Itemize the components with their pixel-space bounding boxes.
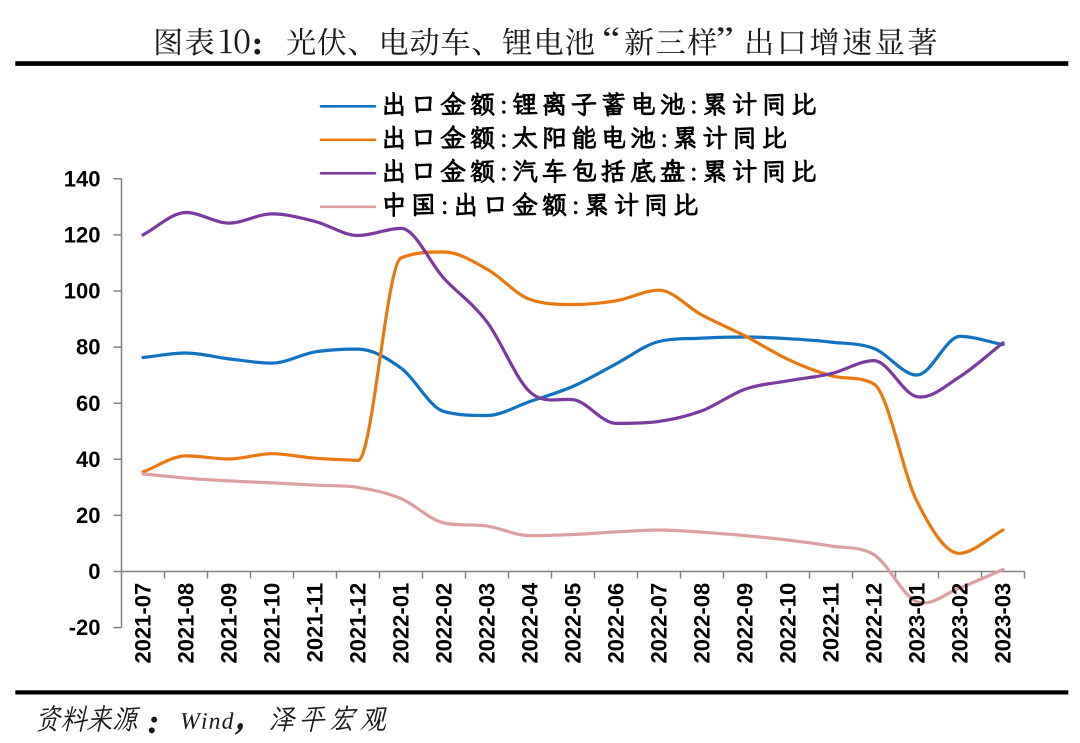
svg-text:2023-01: 2023-01 — [904, 583, 929, 664]
svg-text:2022-06: 2022-06 — [603, 583, 628, 664]
svg-text:2021-11: 2021-11 — [302, 583, 327, 663]
svg-text:2021-09: 2021-09 — [216, 583, 241, 664]
svg-text:2022-02: 2022-02 — [431, 583, 456, 664]
svg-text:2022-11: 2022-11 — [818, 583, 843, 663]
svg-text:2021-10: 2021-10 — [259, 583, 284, 664]
svg-text:2022-12: 2022-12 — [861, 583, 886, 664]
svg-text:2022-07: 2022-07 — [646, 583, 671, 664]
svg-text:2022-09: 2022-09 — [732, 583, 757, 664]
svg-text:100: 100 — [64, 279, 101, 304]
svg-text:0: 0 — [88, 559, 100, 584]
svg-text:2022-10: 2022-10 — [775, 583, 800, 664]
svg-text:2021-08: 2021-08 — [173, 583, 198, 664]
svg-text:2022-08: 2022-08 — [689, 583, 714, 664]
svg-text:2022-01: 2022-01 — [388, 583, 413, 664]
svg-text:2022-03: 2022-03 — [474, 583, 499, 664]
svg-text:120: 120 — [64, 223, 101, 248]
svg-text:-20: -20 — [69, 615, 101, 640]
svg-text:60: 60 — [76, 391, 100, 416]
svg-text:2022-04: 2022-04 — [517, 582, 542, 664]
svg-text:20: 20 — [76, 503, 100, 528]
svg-text:2023-03: 2023-03 — [990, 583, 1015, 664]
svg-text:40: 40 — [76, 447, 100, 472]
svg-text:140: 140 — [64, 166, 101, 191]
svg-text:80: 80 — [76, 335, 100, 360]
svg-text:2023-02: 2023-02 — [947, 583, 972, 664]
svg-text:2021-12: 2021-12 — [345, 583, 370, 664]
svg-text:2022-05: 2022-05 — [560, 583, 585, 664]
svg-text:2021-07: 2021-07 — [130, 583, 155, 664]
